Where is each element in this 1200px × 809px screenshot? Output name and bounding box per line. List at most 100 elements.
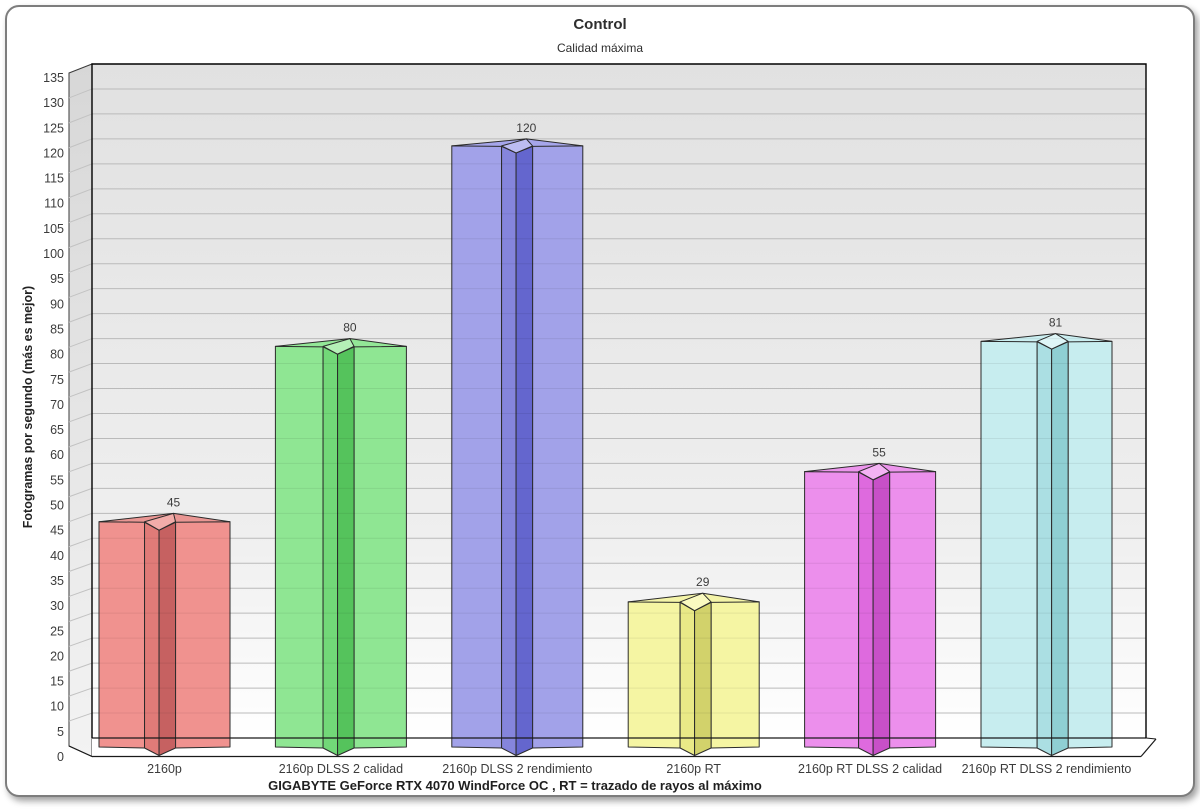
- wall-hatch-line: [68, 413, 93, 423]
- y-tick-label: 125: [43, 121, 64, 135]
- wall-hatch-line: [68, 213, 93, 224]
- y-tick-label: 10: [50, 700, 64, 714]
- bar: 81: [980, 316, 1113, 756]
- y-tick-label: 45: [50, 524, 64, 538]
- y-tick-label: 35: [50, 574, 64, 588]
- y-tick-label: 75: [50, 373, 64, 387]
- y-tick-label: 25: [50, 624, 64, 638]
- bar-face-right: [710, 601, 760, 749]
- wall-hatch-line: [68, 188, 93, 199]
- wall-hatch-line: [68, 637, 93, 647]
- wall-hatch-line: [68, 587, 93, 597]
- bar-face-left: [451, 145, 503, 749]
- bar: 120: [451, 121, 584, 756]
- wall-hatch-line: [68, 712, 93, 722]
- wall-hatch-line: [68, 313, 93, 323]
- x-category-label: 2160p DLSS 2 calidad: [279, 762, 403, 776]
- x-category-label: 2160p RT: [666, 762, 721, 776]
- y-tick-label: 50: [50, 499, 64, 513]
- chart-subtitle: Calidad máxima: [556, 41, 644, 55]
- x-category-label: 2160p: [147, 762, 182, 776]
- y-tick-label: 85: [50, 322, 64, 336]
- bar-value-label: 45: [167, 495, 181, 509]
- x-category-label: 2160p RT DLSS 2 calidad: [798, 762, 942, 776]
- wall-hatch-line: [68, 338, 93, 348]
- y-tick-label: 40: [50, 549, 64, 563]
- y-tick-label: 130: [43, 96, 64, 110]
- bar-face-center-right: [694, 601, 712, 756]
- bar-face-center-left: [501, 145, 517, 756]
- bar-value-label: 29: [696, 575, 710, 589]
- bar-top-kite: [679, 592, 712, 612]
- bar-face-left: [980, 340, 1038, 749]
- bar: 80: [274, 321, 407, 756]
- wall-hatch-line: [68, 163, 93, 174]
- wall-bottom-edge: [68, 745, 93, 757]
- bar-face-left: [98, 521, 146, 749]
- y-tick-label: 120: [43, 146, 64, 160]
- y-tick-label: 65: [50, 423, 64, 437]
- chart-card: Control Calidad máxima Fotogramas por se…: [5, 5, 1195, 797]
- floor-corner-right: [1140, 738, 1157, 757]
- wall-hatch-line: [68, 487, 93, 498]
- chart-canvas: 45 80 120 29 55 81 0 5 10 15 20 25 30 35 40 45 50 55 60 65 7…: [43, 63, 1157, 776]
- bar-value-label: 120: [516, 121, 536, 135]
- x-category-label: 2160p RT DLSS 2 rendimiento: [962, 762, 1132, 776]
- plot-border: [91, 63, 1147, 738]
- wall-hatch-line: [68, 263, 93, 273]
- bar-value-label: 55: [872, 445, 886, 459]
- y-tick-label: 60: [50, 448, 64, 462]
- wall-hatch-line: [68, 288, 93, 298]
- wall-hatch-line: [68, 437, 93, 448]
- y-tick-label: 95: [50, 272, 64, 286]
- bar-face-right: [175, 521, 231, 749]
- bar-value-label: 80: [343, 321, 357, 335]
- bar-top-kite: [858, 462, 891, 481]
- wall-hatch-line: [68, 138, 93, 149]
- bar-top-kite: [322, 338, 355, 355]
- wall-hatch-line: [68, 388, 93, 398]
- wall-hatch-line: [68, 113, 93, 124]
- floor-corner-right-top: [1145, 737, 1157, 740]
- bar-top-kite: [1036, 333, 1069, 350]
- bar-face-center-left: [1036, 340, 1053, 756]
- y-tick-label: 15: [50, 675, 64, 689]
- bar-face-right: [532, 145, 584, 749]
- wall-hatch-line: [68, 462, 93, 473]
- bar: 29: [627, 575, 760, 756]
- bar-top-kite: [501, 138, 534, 154]
- wall-hatch-line: [68, 662, 93, 672]
- chart-title: Control: [573, 16, 627, 33]
- wall-hatch-line: [68, 562, 93, 572]
- bar-face-center-left: [322, 345, 339, 756]
- bar-face-left: [627, 601, 681, 749]
- wall-hatch-line: [68, 537, 93, 548]
- wall-hatch-line: [68, 612, 93, 622]
- y-tick-label: 5: [57, 725, 64, 739]
- bar-top-kite: [144, 512, 177, 531]
- y-tick-label: 20: [50, 649, 64, 663]
- y-tick-label: 115: [44, 172, 64, 186]
- y-tick-label: 30: [50, 599, 64, 613]
- bar-value-label: 81: [1049, 316, 1063, 330]
- bar: 45: [98, 495, 231, 756]
- chart-footnote: GIGABYTE GeForce RTX 4070 WindForce OC ,…: [268, 778, 762, 793]
- wall-hatch-line: [68, 88, 93, 99]
- x-category-label: 2160p DLSS 2 rendimiento: [442, 762, 592, 776]
- wall-hatch-line: [68, 363, 93, 373]
- bar-face-center-left: [679, 601, 696, 756]
- bar-face-center-right: [515, 145, 534, 756]
- y-tick-label: 100: [43, 247, 64, 261]
- plot-area: [92, 64, 1146, 738]
- wall-hatch-line: [68, 512, 93, 523]
- bar: 55: [804, 445, 937, 756]
- bar-face-center-right: [337, 345, 355, 756]
- y-tick-label: 70: [50, 398, 64, 412]
- y-tick-label: 90: [50, 297, 64, 311]
- bar-face-center-right: [1051, 340, 1069, 756]
- wall-hatch-line: [68, 238, 93, 248]
- bar-face-right: [1067, 340, 1113, 749]
- y-tick-label: 110: [44, 197, 64, 211]
- y-tick-label: 135: [43, 71, 64, 85]
- wall-hatch-line: [68, 687, 93, 697]
